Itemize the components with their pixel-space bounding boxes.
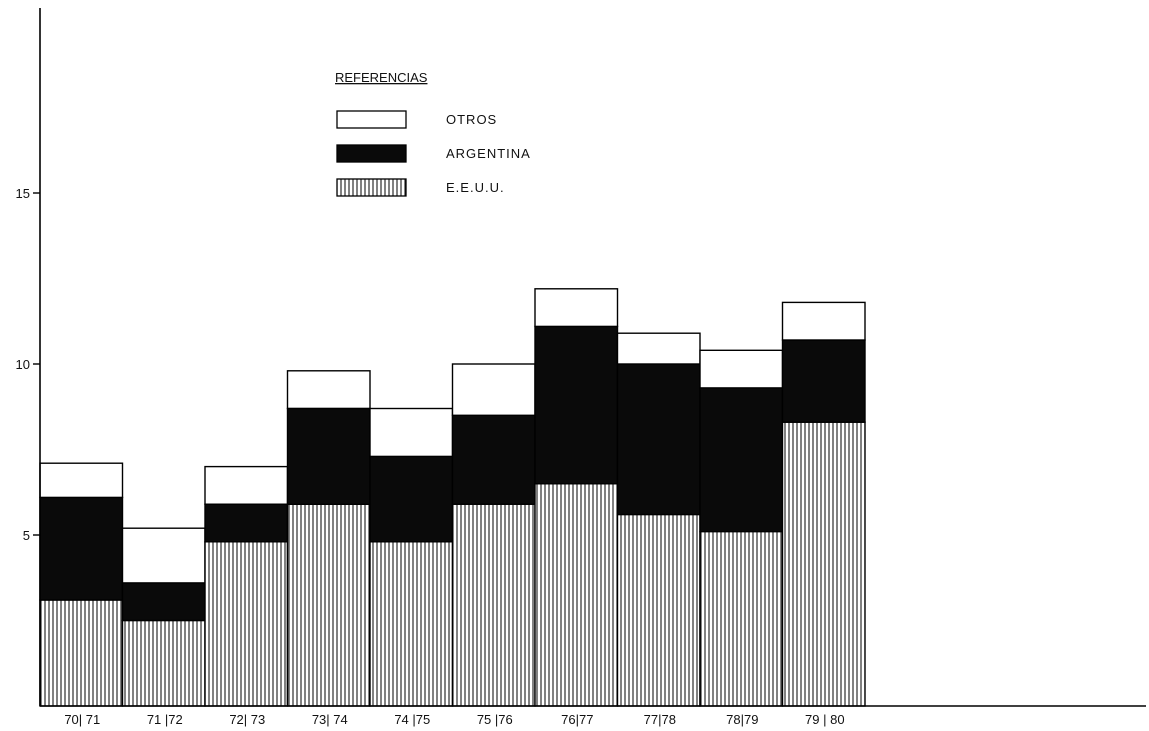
bar-segment-argentina-9 xyxy=(781,339,866,423)
legend-swatch-e-e-u-u xyxy=(336,178,407,197)
legend: REFERENCIAS OTROS ARGENTINA E.E.U.U. xyxy=(335,70,531,197)
x-tick-label-3: 73| 74 xyxy=(312,712,348,727)
x-tick-label-0: 70| 71 xyxy=(64,712,100,727)
legend-swatch-otros xyxy=(336,110,407,129)
bar-segment-e-e-u-u-3 xyxy=(286,503,371,707)
bars-layer xyxy=(39,288,866,707)
bar-segment-otros-2 xyxy=(204,465,289,505)
x-tick-label-4: 74 |75 xyxy=(394,712,430,727)
bar-segment-e-e-u-u-5 xyxy=(451,503,536,707)
x-tick-label-7: 77|78 xyxy=(644,712,676,727)
bar-segment-e-e-u-u-8 xyxy=(699,530,784,707)
x-tick-labels-layer: 70| 71 71 |72 72| 73 73| 74 74 |75 75 |76 76|7… xyxy=(64,712,844,727)
legend-label-argentina: ARGENTINA xyxy=(446,146,531,161)
bar-segment-otros-1 xyxy=(121,527,206,584)
y-tick-label-10: 10 xyxy=(16,357,30,372)
bar-segment-argentina-4 xyxy=(369,455,454,543)
bar-segment-otros-0 xyxy=(39,462,124,499)
bar-segment-e-e-u-u-1 xyxy=(121,619,206,707)
bar-segment-e-e-u-u-6 xyxy=(534,483,619,707)
y-tick-label-15: 15 xyxy=(16,186,30,201)
legend-title: REFERENCIAS xyxy=(335,70,428,85)
bar-segment-argentina-5 xyxy=(451,414,536,505)
bar-segment-otros-7 xyxy=(616,332,701,365)
legend-label-otros: OTROS xyxy=(446,112,497,127)
bar-segment-argentina-3 xyxy=(286,407,371,506)
bar-segment-argentina-0 xyxy=(39,496,124,601)
bar-segment-otros-9 xyxy=(781,301,866,341)
bar-segment-otros-6 xyxy=(534,288,619,328)
x-tick-label-8: 78|79 xyxy=(726,712,758,727)
bar-segment-argentina-6 xyxy=(534,325,619,485)
bar-segment-e-e-u-u-9 xyxy=(781,421,866,707)
bar-segment-e-e-u-u-7 xyxy=(616,513,701,707)
legend-items: OTROS ARGENTINA E.E.U.U. xyxy=(336,110,531,197)
bar-segment-otros-3 xyxy=(286,370,371,410)
x-tick-label-2: 72| 73 xyxy=(229,712,265,727)
legend-label-e-e-u-u: E.E.U.U. xyxy=(446,180,505,195)
x-tick-label-9: 79 | 80 xyxy=(805,712,845,727)
x-tick-label-1: 71 |72 xyxy=(147,712,183,727)
bar-segment-e-e-u-u-2 xyxy=(204,541,289,707)
bar-segment-argentina-8 xyxy=(699,387,784,533)
bar-segment-e-e-u-u-0 xyxy=(39,599,124,707)
y-tick-label-5: 5 xyxy=(23,528,30,543)
bar-segment-argentina-7 xyxy=(616,363,701,516)
bar-segment-e-e-u-u-4 xyxy=(369,541,454,707)
legend-swatch-argentina xyxy=(336,144,407,163)
x-tick-label-6: 76|77 xyxy=(561,712,593,727)
bar-segment-otros-4 xyxy=(369,407,454,458)
y-ticks-layer: 5 10 15 xyxy=(16,186,40,543)
x-tick-label-5: 75 |76 xyxy=(477,712,513,727)
bar-segment-otros-8 xyxy=(699,349,784,389)
bar-segment-argentina-2 xyxy=(204,503,289,543)
bar-segment-otros-5 xyxy=(451,363,536,416)
axes-layer xyxy=(39,8,1146,707)
bar-segment-argentina-1 xyxy=(121,582,206,622)
